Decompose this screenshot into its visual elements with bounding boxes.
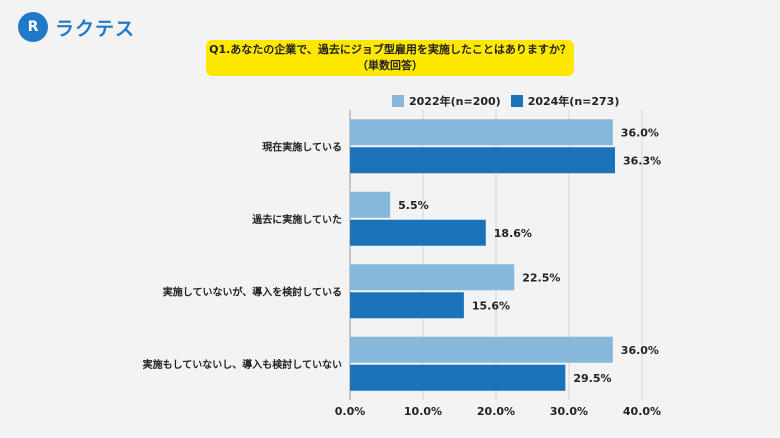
bar [350, 264, 515, 291]
data-label: 36.0% [621, 344, 659, 357]
data-label: 29.5% [573, 372, 611, 385]
data-label: 22.5% [522, 271, 560, 284]
chart-legend: 2022年(n=200) 2024年(n=273) [392, 93, 629, 109]
logo-mark-icon: R [18, 12, 48, 42]
data-label: 15.6% [472, 299, 510, 312]
x-tick-label: 20.0% [477, 405, 515, 418]
legend-swatch-2024 [510, 95, 523, 107]
chart-title-line1: Q1.あなたの企業で、過去にジョブ型雇用を実施したことはありますか？ [209, 43, 571, 56]
brand-logo: R ラクテス [18, 12, 135, 42]
chart-title: Q1.あなたの企業で、過去にジョブ型雇用を実施したことはありますか？ （単数回答… [206, 40, 574, 76]
data-label: 36.0% [621, 126, 659, 139]
legend-label-2024: 2024年(n=273) [527, 95, 620, 108]
bar [350, 119, 613, 146]
category-label: 実施していないが、導入を検討している [163, 285, 342, 298]
brand-name: ラクテス [55, 17, 136, 40]
category-label: 現在実施している [262, 140, 342, 153]
bar [350, 219, 486, 246]
x-tick-label: 10.0% [404, 405, 442, 418]
chart-title-line2: （単数回答） [357, 59, 423, 72]
data-label: 18.6% [494, 227, 532, 240]
bar [350, 336, 613, 363]
x-tick-label: 0.0% [335, 405, 366, 418]
data-label: 36.3% [623, 154, 661, 167]
bar [350, 292, 464, 319]
legend-label-2022: 2022年(n=200) [409, 95, 501, 108]
x-tick-label: 30.0% [550, 405, 588, 418]
bar [350, 364, 566, 391]
legend-item-2024: 2024年(n=273) [510, 93, 620, 109]
x-tick-label: 40.0% [623, 405, 661, 418]
bar [350, 147, 615, 174]
bar [350, 191, 391, 218]
legend-item-2022: 2022年(n=200) [392, 93, 501, 109]
category-label: 過去に実施していた [251, 213, 342, 226]
legend-swatch-2022 [392, 95, 404, 107]
data-label: 5.5% [398, 199, 429, 212]
category-label: 実施もしていないし、導入も検討していない [143, 358, 342, 371]
